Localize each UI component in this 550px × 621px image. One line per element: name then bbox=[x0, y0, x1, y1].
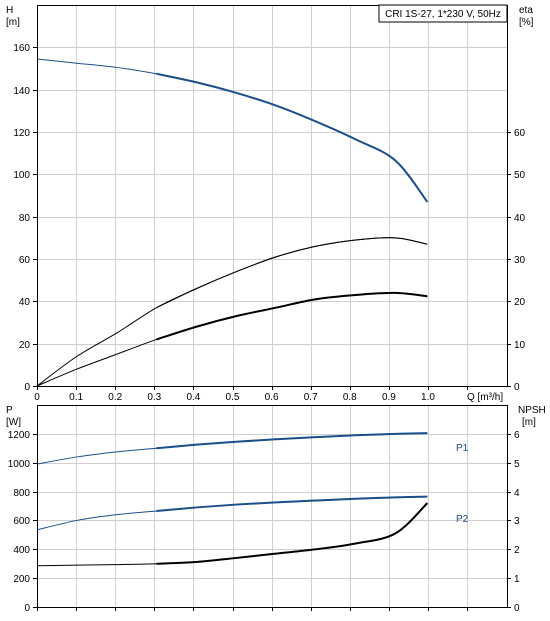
series-operating-range-0-1 bbox=[156, 237, 428, 309]
x-axis-tick-label: 0.9 bbox=[382, 392, 396, 403]
right-axis-tick-label: 3 bbox=[514, 516, 520, 527]
axes-layer bbox=[33, 5, 511, 611]
left-axis-tick-label: 0 bbox=[24, 382, 30, 393]
series-operating-range-0-0 bbox=[156, 72, 429, 203]
x-axis-tick-label: 0.3 bbox=[147, 392, 161, 403]
left-axis-tick-label: 80 bbox=[19, 213, 31, 224]
right-axis-tick-label: 60 bbox=[514, 128, 526, 139]
left-axis-tick-label: 0 bbox=[24, 603, 30, 614]
series-operating-range-1-1 bbox=[156, 495, 428, 513]
series-layer bbox=[36, 58, 429, 567]
bottom-right-axis-name: NPSH bbox=[518, 405, 546, 416]
x-axis-tick-label: 0.1 bbox=[69, 392, 83, 403]
right-axis-tick-label: 50 bbox=[514, 170, 526, 181]
left-axis-tick-label: 1200 bbox=[8, 430, 31, 441]
bottom-right-axis-unit: [m] bbox=[522, 417, 536, 428]
series-operating-range-1-0 bbox=[156, 432, 428, 450]
right-axis-tick-label: 30 bbox=[514, 255, 526, 266]
right-axis-tick-label: 10 bbox=[514, 340, 526, 351]
series-line-0-0 bbox=[36, 58, 428, 203]
grid-layer bbox=[37, 5, 507, 607]
left-axis-tick-label: 1000 bbox=[8, 459, 31, 470]
bottom-left-axis-unit: [W] bbox=[6, 417, 21, 428]
right-axis-tick-label: 6 bbox=[514, 430, 520, 441]
left-axis-tick-label: 20 bbox=[19, 340, 31, 351]
series-line-1-0 bbox=[36, 432, 428, 465]
right-axis-tick-label: 40 bbox=[514, 213, 526, 224]
chart-title: CRI 1S-27, 1*230 V, 50Hz bbox=[385, 9, 501, 20]
right-axis-tick-label: 5 bbox=[514, 459, 520, 470]
left-axis-tick-label: 160 bbox=[13, 43, 30, 54]
left-axis-tick-label: 800 bbox=[13, 488, 30, 499]
series-line-1-2 bbox=[36, 502, 428, 567]
top-left-axis-name: H bbox=[6, 5, 13, 16]
top-right-axis-name: eta bbox=[519, 5, 533, 16]
series-label-p2: P2 bbox=[456, 514, 469, 525]
x-axis-label: Q [m³/h] bbox=[467, 392, 503, 403]
series-operating-range-0-2 bbox=[156, 291, 428, 341]
right-axis-tick-label: 2 bbox=[514, 545, 520, 556]
left-axis-tick-label: 60 bbox=[19, 255, 31, 266]
x-axis-tick-label: 0.2 bbox=[108, 392, 122, 403]
left-axis-tick-label: 100 bbox=[13, 170, 30, 181]
top-left-axis-unit: [m] bbox=[6, 17, 20, 28]
right-axis-tick-label: 4 bbox=[514, 488, 520, 499]
left-axis-tick-label: 120 bbox=[13, 128, 30, 139]
right-axis-tick-label: 0 bbox=[514, 603, 520, 614]
x-axis-tick-label: 0.7 bbox=[304, 392, 318, 403]
right-axis-tick-label: 1 bbox=[514, 574, 520, 585]
left-axis-tick-label: 400 bbox=[13, 545, 30, 556]
title-box bbox=[378, 4, 508, 23]
series-line-1-1 bbox=[36, 496, 428, 531]
x-axis-tick-label: 0.5 bbox=[226, 392, 240, 403]
series-label-p1: P1 bbox=[456, 443, 469, 454]
left-axis-tick-label: 600 bbox=[13, 516, 30, 527]
x-axis-tick-label: 1.0 bbox=[421, 392, 435, 403]
left-axis-tick-label: 40 bbox=[19, 297, 31, 308]
top-right-axis-unit: [%] bbox=[519, 17, 534, 28]
series-operating-range-1-2 bbox=[156, 502, 429, 565]
right-axis-tick-label: 0 bbox=[514, 382, 520, 393]
left-axis-tick-label: 200 bbox=[13, 574, 30, 585]
left-axis-tick-label: 140 bbox=[13, 86, 30, 97]
x-axis-tick-label: 0.8 bbox=[343, 392, 357, 403]
right-axis-tick-label: 20 bbox=[514, 297, 526, 308]
x-axis-tick-label: 0.4 bbox=[186, 392, 200, 403]
x-axis-tick-label: 0.6 bbox=[265, 392, 279, 403]
series-line-0-2 bbox=[36, 292, 428, 387]
x-axis-tick-label: 0 bbox=[34, 392, 40, 403]
bottom-left-axis-name: P bbox=[6, 405, 13, 416]
